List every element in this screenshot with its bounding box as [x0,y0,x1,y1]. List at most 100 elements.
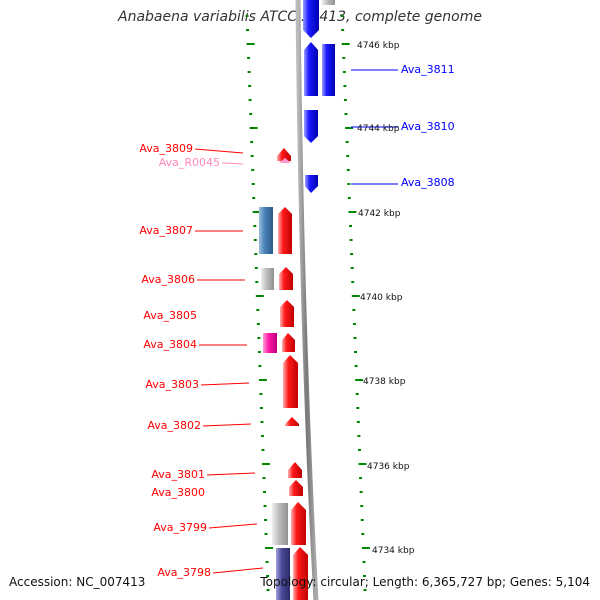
tick-mark [253,225,257,227]
left-gene-labels: Ava_3809 Ava_R0045 Ava_3807 Ava_3806 Ava… [139,142,220,579]
gene-ava-3802 [285,417,299,426]
tick-mark [259,393,263,395]
label-ava-3804[interactable]: Ava_3804 [143,338,197,351]
tick-mark [353,337,357,339]
kbp-label-4742: 4742 kbp [358,209,401,219]
kbp-labels: 4746 kbp 4744 kbp 4742 kbp 4740 kbp 4738… [357,41,415,556]
tick-mark [255,281,259,283]
label-ava-3806[interactable]: Ava_3806 [141,273,195,286]
tick-mark [363,589,367,591]
label-ava-3803[interactable]: Ava_3803 [145,378,199,391]
label-ava-r0045[interactable]: Ava_R0045 [159,156,220,169]
tick-mark [264,519,268,521]
gene-ava-3804-pink [263,333,277,353]
tick-mark [250,141,254,143]
gene-ava-r0045 [279,158,291,163]
tick-mark [357,449,361,451]
tick-mark [343,99,347,101]
kbp-label-4744: 4744 kbp [357,124,400,134]
label-ava-3808[interactable]: Ava_3808 [401,176,455,189]
tick-mark [247,57,251,59]
tick-mark [361,533,365,535]
tick-mark [350,267,354,269]
gene-ava-3804 [282,333,295,352]
tick-mark [348,211,357,213]
gene-ava-3807 [278,207,292,254]
tick-mark [258,379,267,381]
tick-mark [248,99,252,101]
tick-mark [264,533,268,535]
tick-mark [263,505,267,507]
label-ava-3805[interactable]: Ava_3805 [143,309,197,322]
gene-ava-3799 [291,502,306,545]
gene-ava-3811-a [304,42,318,96]
tick-mark [356,407,360,409]
kbp-label-4738: 4738 kbp [363,377,406,387]
forward-genes [259,148,308,600]
label-ava-3810[interactable]: Ava_3810 [401,120,455,133]
tick-mark [251,183,255,185]
gene-ava-3806 [279,267,293,290]
tick-mark [355,393,359,395]
label-ava-3798[interactable]: Ava_3798 [157,566,211,579]
tick-mark [259,407,263,409]
tick-mark [347,197,351,199]
gene-ava-3810 [304,110,318,143]
tick-mark [347,183,351,185]
tick-mark [361,547,370,549]
gene-ava-3803 [283,355,298,408]
gene-ava-3807-steel [259,207,273,254]
tick-mark [346,155,350,157]
tick-mark [340,15,344,17]
tick-mark [256,323,260,325]
tick-mark [360,519,364,521]
tick-mark [245,15,249,17]
tick-mark [344,113,348,115]
tick-mark [355,379,364,381]
tick-mark [352,309,356,311]
tick-mark [362,561,366,563]
gene-ava-3800 [289,480,303,496]
tick-mark [342,57,346,59]
kbp-ticks [245,15,370,591]
tick-mark [249,113,253,115]
tick-mark [254,253,258,255]
tick-mark [351,281,355,283]
label-ava-3809[interactable]: Ava_3809 [139,142,193,155]
tick-mark [253,239,257,241]
gene-ava-3808 [305,175,318,193]
tick-mark [349,239,353,241]
tick-mark [346,169,350,171]
tick-mark [343,85,347,87]
tick-mark [345,141,349,143]
gene-ava-3799-grey [272,503,288,545]
tick-mark [342,71,346,73]
genome-backbone [295,0,319,600]
label-ava-3801[interactable]: Ava_3801 [151,468,205,481]
tick-mark [266,575,270,577]
gene-ava-3798 [293,547,308,600]
label-ava-3811[interactable]: Ava_3811 [401,63,455,76]
tick-mark [261,463,270,465]
tick-mark [359,477,363,479]
callout-lines [194,69,398,574]
accession-text: Accession: NC_007413 [9,575,146,589]
tick-mark [246,29,250,31]
tick-mark [265,547,274,549]
tick-mark [247,71,251,73]
tick-mark [260,435,264,437]
right-gene-labels: Ava_3811 Ava_3810 Ava_3808 [401,63,455,189]
gene-ava-3801 [288,462,302,478]
tick-mark [356,421,360,423]
gene-ava-3811-grey-top [322,0,335,5]
label-ava-3800[interactable]: Ava_3800 [151,486,205,499]
label-ava-3799[interactable]: Ava_3799 [153,521,207,534]
genome-summary-text: Topology: circular; Length: 6,365,727 bp… [260,575,590,589]
tick-mark [254,267,258,269]
label-ava-3807[interactable]: Ava_3807 [139,224,193,237]
label-ava-3802[interactable]: Ava_3802 [147,419,201,432]
tick-mark [251,169,255,171]
tick-mark [357,435,361,437]
tick-mark [359,491,363,493]
